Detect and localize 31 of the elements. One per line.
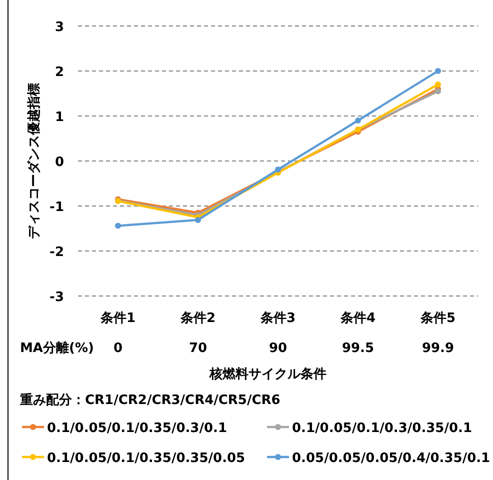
y-tick-label: -2 [50, 245, 64, 260]
point [115, 222, 121, 229]
legend-title: 重み配分：CR1/CR2/CR3/CR4/CR5/CR6 [19, 392, 280, 408]
text: 0 [113, 341, 123, 356]
point [355, 118, 361, 124]
legend-label: 0.1/0.05/0.1/0.35/0.3/0.1 [47, 421, 228, 436]
y-tick-label: 3 [54, 20, 64, 35]
y-tick-label: -1 [50, 200, 64, 215]
text: 90 [268, 341, 288, 356]
text: 70 [188, 341, 208, 356]
point [435, 68, 441, 74]
text: MA分離(%) [20, 341, 94, 356]
point [435, 88, 441, 94]
x-tick-label: 条件5 [419, 311, 456, 326]
x-tick-label: 条件3 [259, 311, 296, 326]
y-tick-label: 2 [54, 65, 64, 80]
x-tick-label: 条件4 [339, 311, 376, 326]
legend-label: 0.1/0.05/0.1/0.3/0.35/0.1 [292, 421, 472, 436]
y-axis-title: ディスコーダンス優越指標 [27, 83, 42, 239]
point [435, 82, 441, 88]
legend-label: 0.1/0.05/0.1/0.35/0.35/0.05 [47, 451, 246, 466]
text: 99.9 [422, 341, 454, 356]
legend-label: 0.05/0.05/0.05/0.4/0.35/0.1 [292, 451, 490, 466]
y-tick-label: -3 [50, 290, 64, 305]
y-tick-label: 1 [54, 110, 64, 125]
x-tick-label: 条件1 [99, 311, 136, 326]
x-tick-label: 条件2 [179, 311, 216, 326]
point [195, 216, 201, 223]
text: 99.5 [342, 341, 374, 356]
y-tick-label: 0 [54, 155, 64, 170]
x-axis-title: 核燃料サイクル条件 [208, 366, 326, 382]
